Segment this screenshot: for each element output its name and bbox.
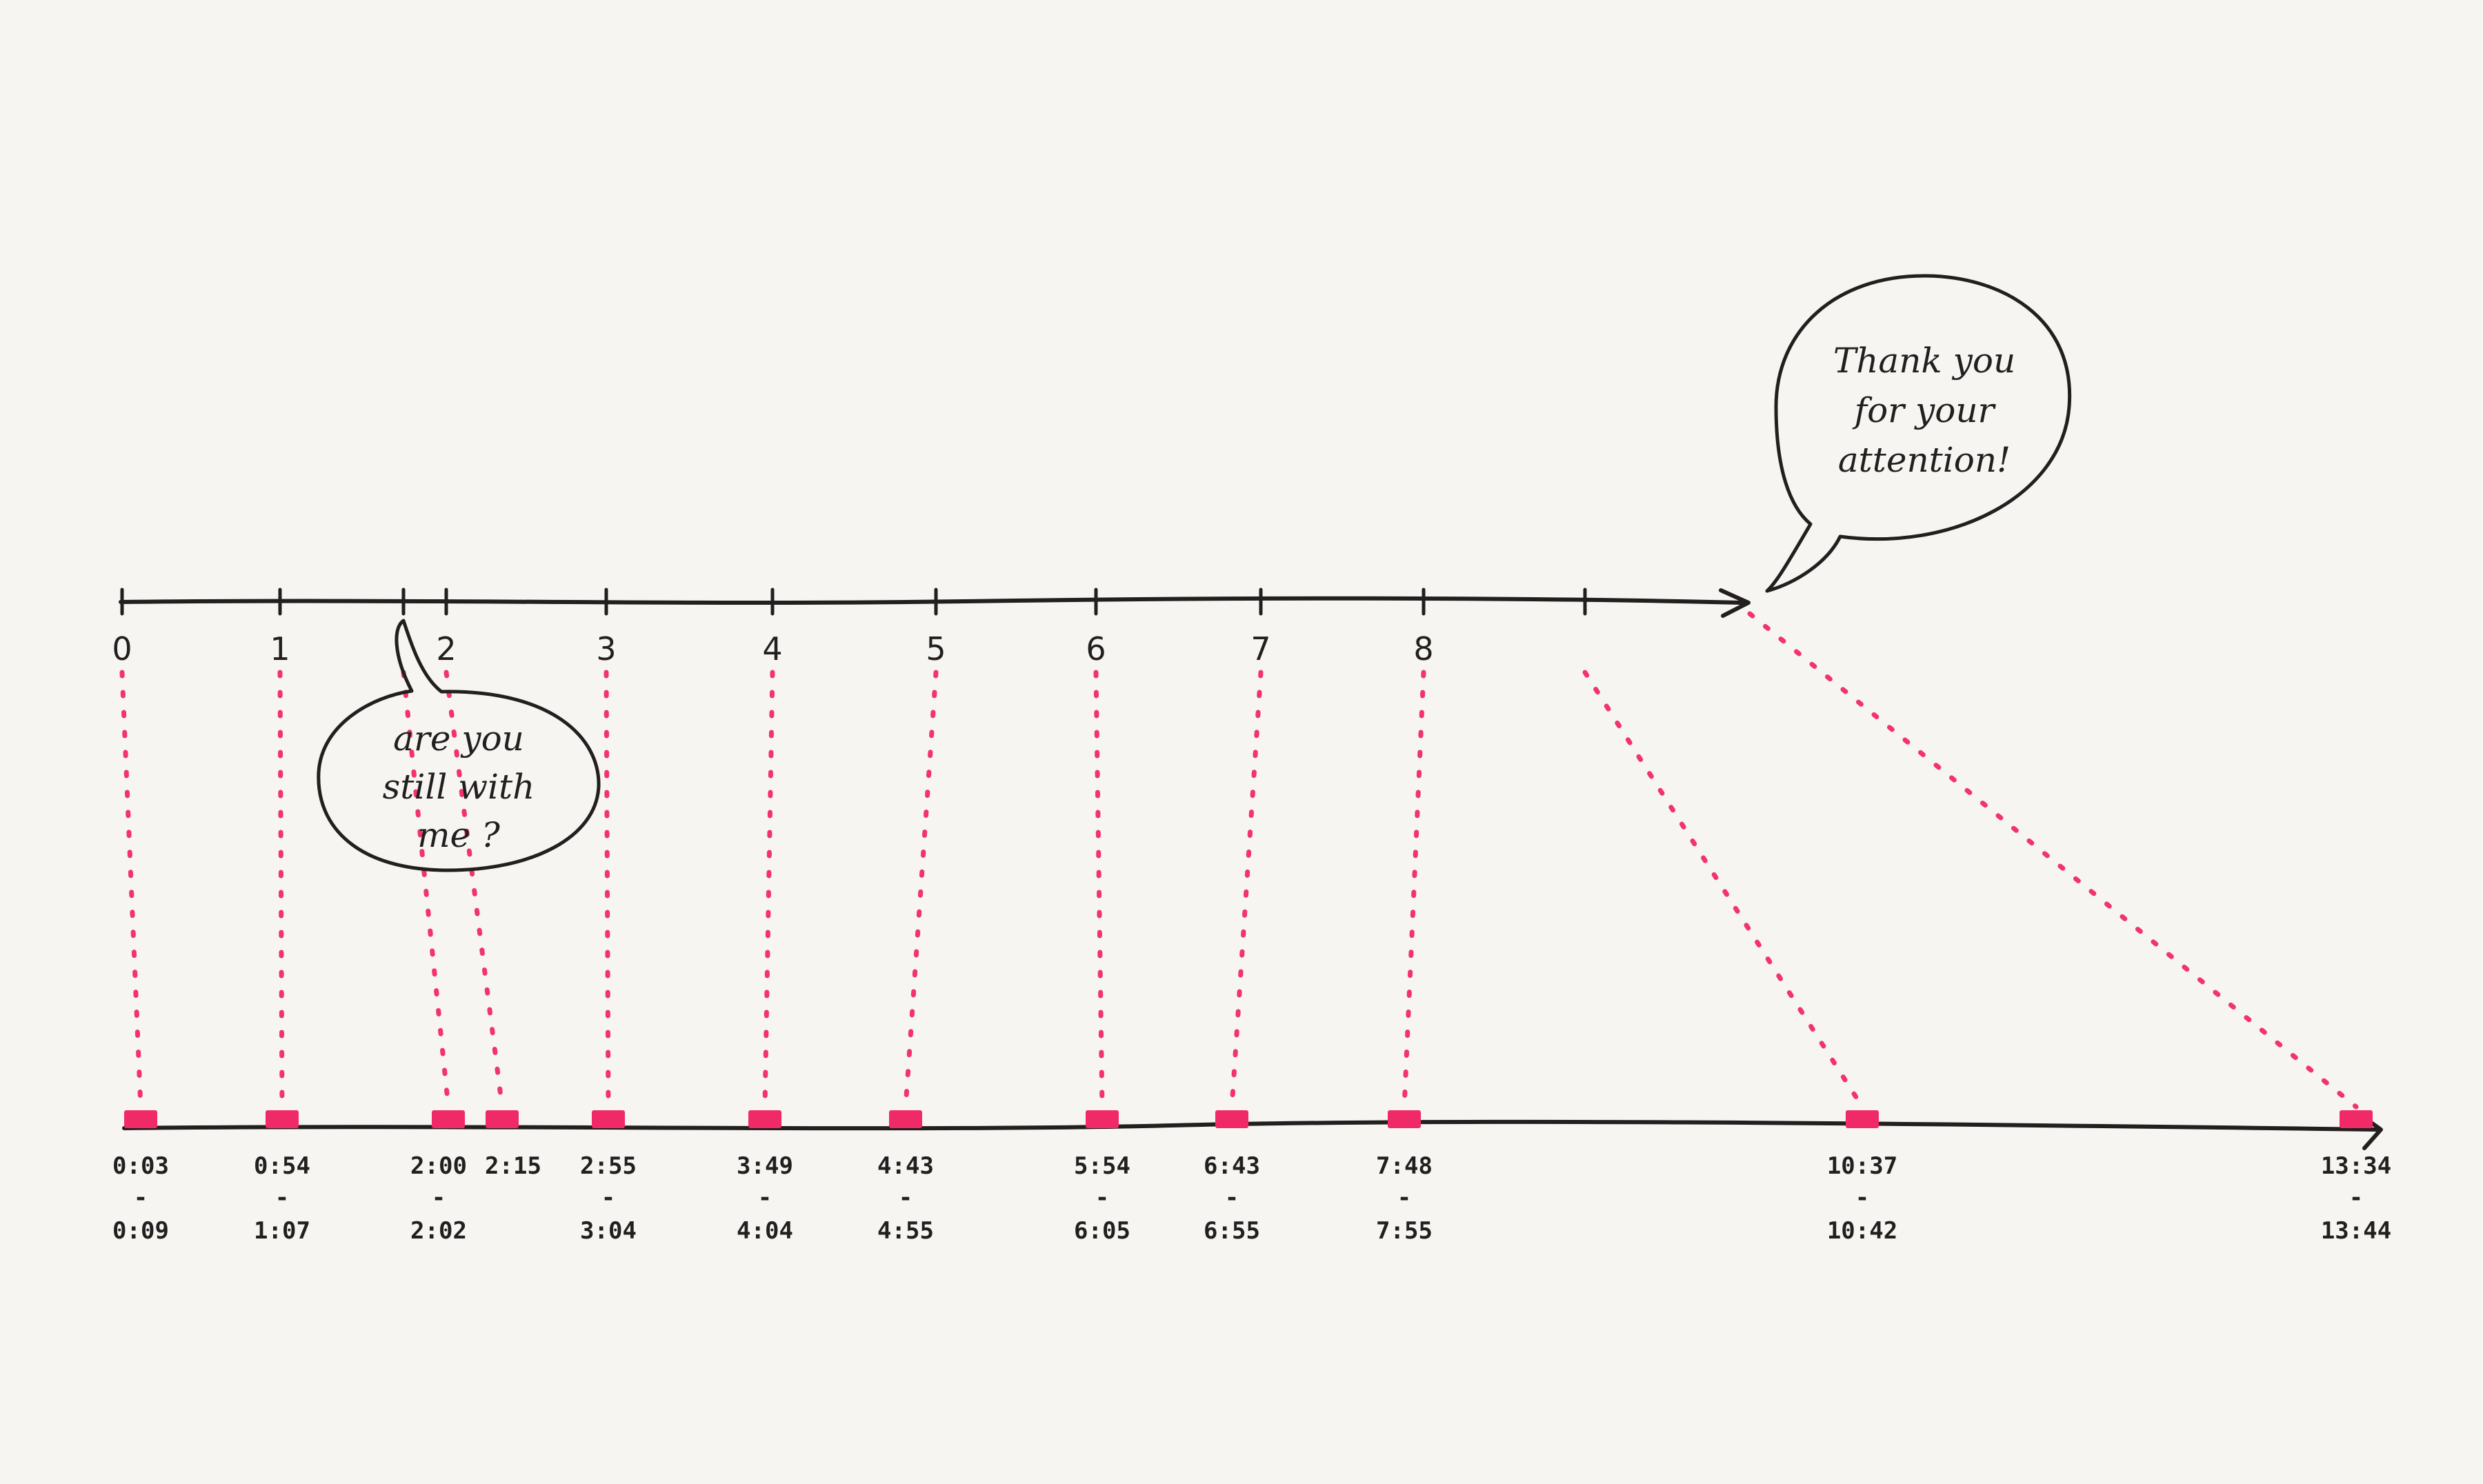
mapping-link (1229, 670, 1264, 1110)
time-range-dash: - (432, 1184, 446, 1212)
time-start-label: 10:37 (1827, 1152, 1897, 1180)
time-start-label: 0:03 (112, 1152, 169, 1180)
top-axis-tick-label: 4 (762, 630, 782, 668)
time-end-label: 4:55 (877, 1217, 934, 1245)
time-end-label: 3:04 (580, 1217, 637, 1245)
mapping-link (1093, 670, 1105, 1110)
top-axis-tick-label: 3 (596, 630, 616, 668)
mapping-link (401, 670, 451, 1110)
time-range-dash: - (275, 1184, 289, 1212)
time-end-label: 6:55 (1204, 1217, 1260, 1245)
time-start-label: 6:43 (1204, 1152, 1260, 1180)
time-start-label: 7:48 (1376, 1152, 1433, 1180)
time-mark (1086, 1110, 1119, 1128)
mapping-link (762, 670, 775, 1110)
time-start-label: 3:49 (737, 1152, 793, 1180)
mapping-link (604, 670, 611, 1110)
bottom-axis-marks: 0:03 - 0:09 0:54 - 1:07 2:00 - 2:02 2:15 2:55 - 3:04… (112, 1110, 2391, 1245)
mapping-links (119, 611, 2359, 1110)
mapping-link (443, 670, 505, 1110)
time-range-dash: - (134, 1184, 148, 1212)
time-mark (1846, 1110, 1879, 1128)
time-start-label: 2:00 (410, 1152, 467, 1180)
mapping-link (277, 670, 285, 1110)
top-axis-tick-label: 0 (112, 630, 132, 668)
time-mark (1388, 1110, 1421, 1128)
time-mark (592, 1110, 625, 1128)
time-mark (889, 1110, 922, 1128)
time-range-dash: - (899, 1184, 913, 1212)
time-range-dash: - (1397, 1184, 1411, 1212)
time-end-label: 0:09 (112, 1217, 169, 1245)
time-mark (2340, 1110, 2373, 1128)
top-axis-tick-label: 6 (1086, 630, 1106, 668)
time-end-label: 2:02 (410, 1217, 467, 1245)
time-start-label: 2:55 (580, 1152, 637, 1180)
time-end-label: 6:05 (1074, 1217, 1130, 1245)
time-end-label: 1:07 (254, 1217, 310, 1245)
mapping-link (119, 670, 143, 1110)
top-axis-line (119, 596, 1744, 605)
speech-bubble-still-with-me: are you still with me ? (317, 619, 601, 872)
time-end-label: 7:55 (1376, 1217, 1433, 1245)
top-axis-tick-label: 8 (1413, 630, 1433, 668)
speech-bubble-thank-you: Thank you for your attention! (1765, 274, 2072, 593)
time-end-label: 4:04 (737, 1217, 793, 1245)
time-start-label: 13:34 (2321, 1152, 2391, 1180)
top-axis-arrowhead-icon (1719, 588, 1751, 618)
time-mark (124, 1110, 157, 1128)
top-axis-tick-label: 7 (1250, 630, 1270, 668)
time-mark (1215, 1110, 1248, 1128)
mapping-link (1402, 670, 1426, 1110)
bubble-text-line: still with (383, 767, 535, 807)
time-range-dash: - (1855, 1184, 1869, 1212)
time-start-label: 0:54 (254, 1152, 310, 1180)
time-mark (486, 1110, 519, 1128)
time-range-dash: - (1095, 1184, 1109, 1212)
time-start-label: 4:43 (877, 1152, 934, 1180)
bubble-text-line: Thank you (1833, 341, 2015, 381)
time-range-dash: - (601, 1184, 615, 1212)
time-start-label: 5:54 (1074, 1152, 1130, 1180)
time-mark (266, 1110, 299, 1128)
bubble-text-line: for your (1852, 390, 1997, 430)
time-start-label: 2:15 (485, 1152, 541, 1180)
top-axis-tick-label: 2 (436, 630, 456, 668)
time-mark (432, 1110, 465, 1128)
time-range-dash: - (2349, 1184, 2363, 1212)
top-axis-tick-label: 1 (270, 630, 290, 668)
mapping-link (903, 670, 939, 1110)
time-mark (748, 1110, 781, 1128)
bubble-text-line: me ? (417, 815, 501, 855)
time-range-dash: - (1225, 1184, 1239, 1212)
top-axis-tick-label: 5 (926, 630, 946, 668)
top-axis-ticks: 0 1 2 3 4 5 6 7 8 (112, 588, 1587, 668)
time-end-label: 13:44 (2321, 1217, 2391, 1245)
bubble-text-line: attention! (1838, 440, 2011, 480)
time-end-label: 10:42 (1827, 1217, 1897, 1245)
time-range-dash: - (758, 1184, 772, 1212)
bubble-text-line: are you (393, 719, 524, 759)
mapping-link (1582, 670, 1865, 1110)
